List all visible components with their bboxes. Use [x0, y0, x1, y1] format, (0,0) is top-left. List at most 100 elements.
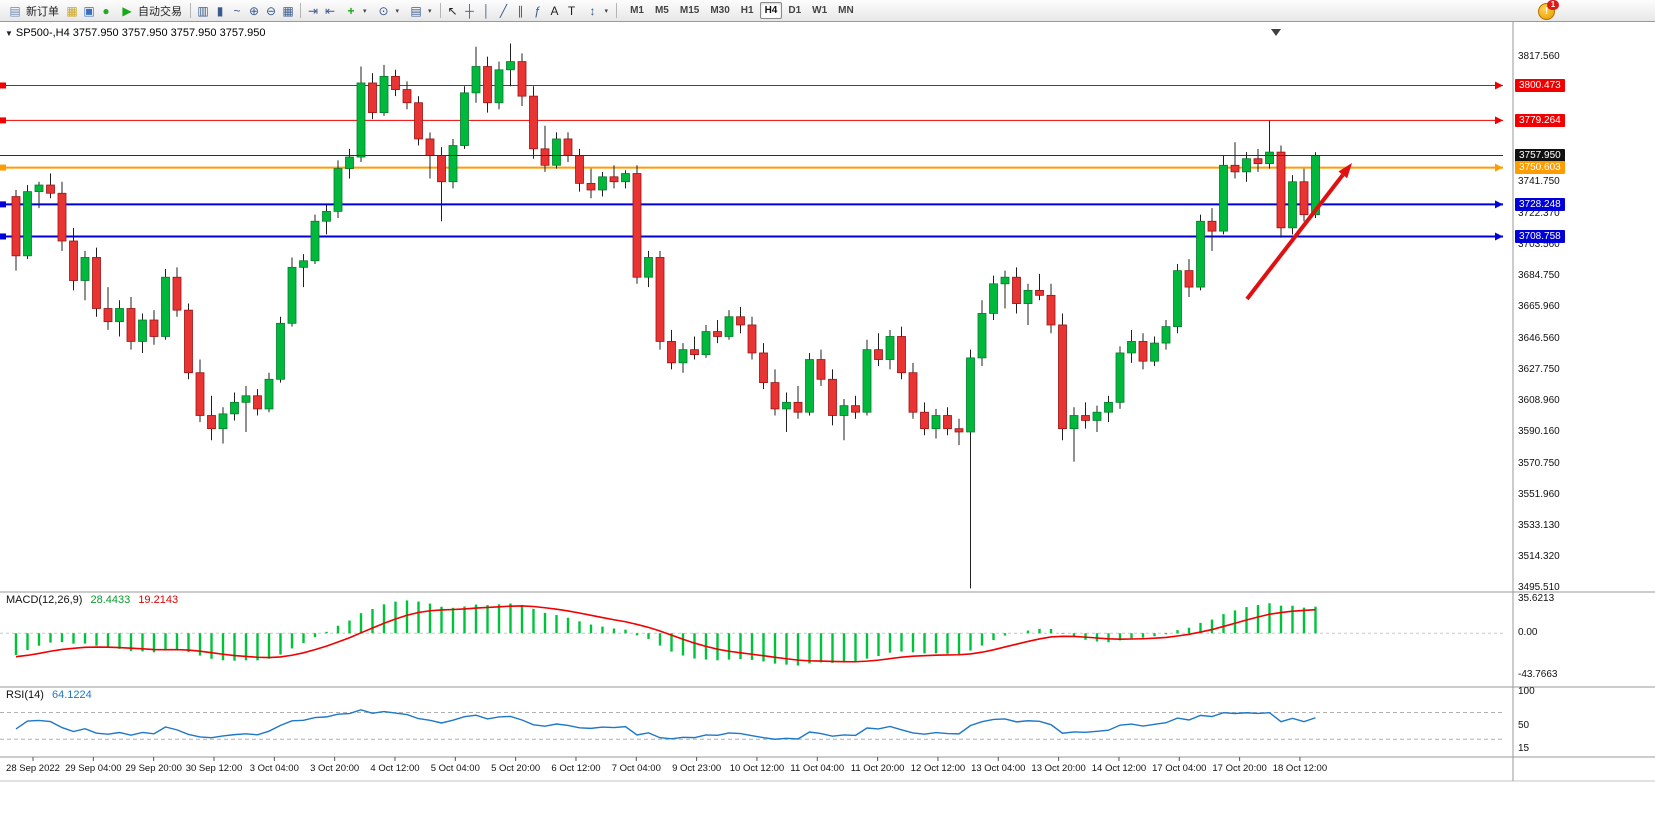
candle-body — [218, 413, 228, 430]
candle-body — [299, 260, 308, 268]
hline-end-marker — [1495, 163, 1503, 172]
candle-body — [1058, 324, 1067, 430]
time-axis-label: 7 Oct 04:00 — [611, 763, 661, 774]
dropdown-caret-icon: ▾ — [395, 7, 400, 15]
candle-body — [701, 331, 711, 355]
hline-start-marker — [0, 82, 6, 89]
label-icon[interactable]: T — [567, 3, 576, 18]
candle-body — [230, 401, 239, 415]
notification-icon[interactable]: ! 1 — [1537, 0, 1559, 20]
candle-body — [368, 82, 377, 114]
candle-body — [920, 411, 929, 430]
timeframe-W1[interactable]: W1 — [812, 5, 828, 16]
zoom-out-icon[interactable]: ⊖ — [265, 3, 277, 18]
chart-shift-marker-icon[interactable] — [1271, 29, 1281, 36]
timeframe-M15[interactable]: M15 — [679, 5, 700, 16]
autotrading-button[interactable]: ▶ 自动交易 — [115, 2, 186, 20]
timeframe-toolbar: M1 M5 M15 M30 H1 H4 D1 W1 MN — [625, 2, 859, 19]
timeframe-H4[interactable]: H4 — [759, 2, 783, 19]
profiles-icon[interactable]: ▣ — [83, 3, 95, 18]
price-tick-label: 3495.510 — [1518, 581, 1560, 593]
candle-body — [1196, 220, 1205, 288]
time-axis-label: 14 Oct 12:00 — [1091, 763, 1147, 774]
time-axis-label: 11 Oct 04:00 — [790, 763, 845, 774]
candle-body — [241, 395, 251, 403]
candle-body — [1104, 401, 1113, 413]
candle-body — [747, 324, 757, 354]
candle-body — [345, 156, 354, 169]
zoom-in-icon[interactable]: ⊕ — [248, 3, 260, 18]
candle-body — [138, 319, 147, 342]
candle-body — [1288, 181, 1297, 229]
new-order-label: 新订单 — [26, 5, 59, 18]
timeframe-MN[interactable]: MN — [838, 5, 854, 16]
market-watch-icon[interactable]: ● — [102, 3, 110, 18]
time-axis-label: 17 Oct 04:00 — [1152, 763, 1207, 774]
line-chart-icon[interactable]: ~ — [233, 3, 241, 18]
time-axis-label: 3 Oct 20:00 — [310, 763, 360, 774]
rsi-header: RSI(14) 64.1224 — [6, 689, 92, 701]
candle-body — [1069, 415, 1079, 430]
macd-header: MACD(12,26,9) 28.4433 19.2143 — [6, 594, 178, 606]
candle-body — [1253, 158, 1263, 165]
candle-body — [598, 176, 607, 191]
candle-body — [908, 372, 918, 413]
time-axis-label: 4 Oct 12:00 — [370, 763, 420, 774]
price-tick-label: 3570.750 — [1518, 457, 1560, 469]
hline-end-marker — [1495, 81, 1503, 90]
timeframe-M1[interactable]: M1 — [630, 5, 644, 16]
candle-body — [724, 316, 734, 337]
auto-scroll-icon[interactable]: ⇥ — [307, 3, 319, 18]
notification-badge: 1 — [1547, 0, 1559, 10]
candlestick-chart-icon[interactable]: ▮ — [216, 3, 224, 18]
periods-button[interactable]: ⊙ ▾ — [372, 2, 404, 20]
timeframe-M30[interactable]: M30 — [710, 5, 730, 16]
candle-body — [1127, 341, 1136, 354]
new-order-button[interactable]: ▤ 新订单 — [3, 2, 63, 20]
cursor-icon[interactable]: ↖ — [447, 3, 458, 18]
vertical-line-icon[interactable]: │ — [482, 3, 491, 18]
candle-body — [57, 192, 67, 242]
candle-body — [632, 173, 642, 278]
chart-title-bar: ▼ SP500-,H4 3757.950 3757.950 3757.950 37… — [5, 27, 265, 39]
candle-body — [471, 66, 481, 94]
candle-body — [80, 257, 90, 281]
candle-body — [195, 372, 205, 416]
bar-chart-icon[interactable]: ▥ — [197, 3, 209, 18]
candle-body — [1207, 220, 1217, 232]
hline-start-marker — [0, 201, 6, 208]
candle-body — [1046, 294, 1056, 326]
price-tick-label: 3703.560 — [1518, 239, 1560, 251]
trend-arrow-shaft[interactable] — [1245, 173, 1345, 301]
candle-body — [874, 349, 883, 360]
time-axis-label: 5 Oct 20:00 — [491, 763, 541, 774]
templates-button[interactable]: ▤ ▾ — [404, 2, 436, 20]
hline-end-marker — [1495, 200, 1503, 209]
crosshair-icon[interactable]: ┼ — [465, 3, 474, 18]
candle-body — [1012, 276, 1021, 304]
candle-body — [678, 349, 688, 364]
chart-menu-caret-icon[interactable]: ▼ — [5, 29, 13, 38]
timeframe-M5[interactable]: M5 — [654, 5, 669, 16]
candle-body — [1299, 181, 1309, 216]
indicators-button[interactable]: + ▾ — [339, 2, 371, 20]
fibonacci-icon[interactable]: ƒ — [534, 3, 541, 18]
toolbar-separator — [300, 3, 301, 18]
template-icon: ▤ — [410, 3, 422, 18]
candle-body — [713, 331, 722, 337]
channel-icon[interactable]: ∥ — [517, 3, 524, 18]
candle-body — [1219, 164, 1228, 232]
chart-shift-icon[interactable]: ⇤ — [324, 3, 336, 18]
trendline-icon[interactable]: ╱ — [499, 3, 508, 18]
arrows-button[interactable]: ↕ ▾ — [581, 2, 613, 20]
timeframe-D1[interactable]: D1 — [788, 5, 802, 16]
price-tick-label: 3627.750 — [1518, 363, 1560, 375]
new-chart-icon[interactable]: ▦ — [66, 3, 78, 18]
price-tick-label: 3590.160 — [1518, 425, 1560, 437]
text-icon[interactable]: A — [550, 3, 559, 18]
tile-windows-icon[interactable]: ▦ — [282, 3, 294, 18]
rsi-axis-label: 100 — [1518, 686, 1535, 698]
price-tick-label: 3741.750 — [1518, 176, 1560, 188]
timeframe-H1[interactable]: H1 — [740, 5, 754, 16]
